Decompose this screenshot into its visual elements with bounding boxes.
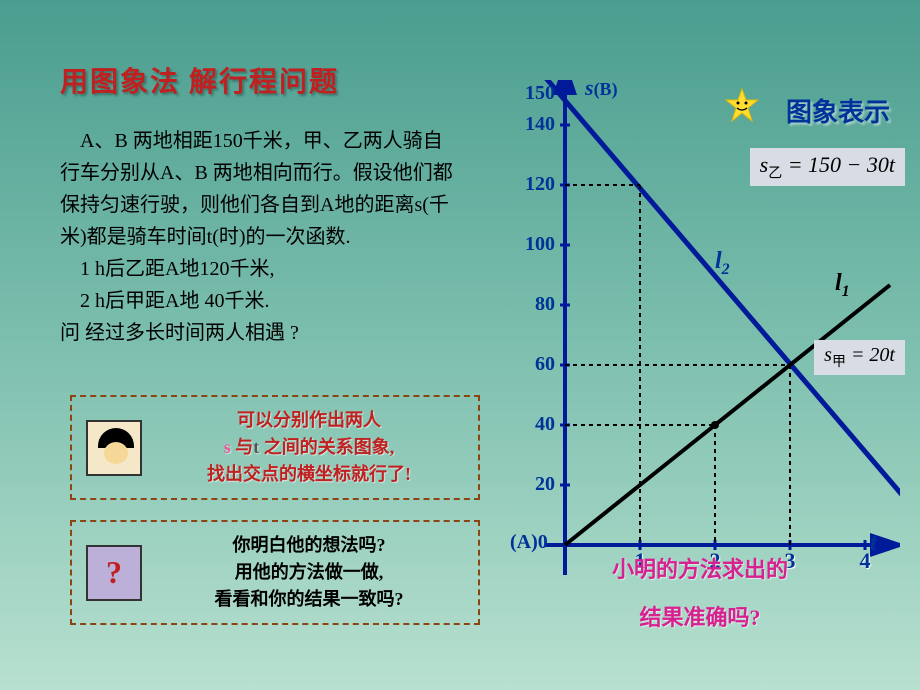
equation-jia: s甲 = 20t bbox=[814, 340, 905, 375]
ytick-20: 20 bbox=[515, 473, 555, 496]
y-b: (B) bbox=[594, 79, 618, 99]
y-axis-label: s(B) bbox=[585, 75, 618, 101]
bottom-question: 小明的方法求出的 结果准确吗? bbox=[500, 546, 900, 643]
question-mark-icon: ? bbox=[86, 545, 142, 601]
ytick-120: 120 bbox=[515, 173, 555, 196]
line-label-l2: l2 bbox=[715, 248, 730, 279]
chart: 图象表示 s乙 = 150 − 30t s甲 = 20t l2 l1 s(B) … bbox=[490, 80, 900, 610]
eq1-rest: = 150 − 30t bbox=[782, 152, 895, 177]
ytick-40: 40 bbox=[515, 413, 555, 436]
eq1-sub: 乙 bbox=[768, 166, 782, 181]
bq-line1: 小明的方法求出的 bbox=[612, 557, 788, 582]
equation-yi: s乙 = 150 − 30t bbox=[750, 148, 905, 186]
problem-p3: 2 h后甲距A地 40千米. bbox=[60, 285, 460, 317]
problem-text: A、B 两地相距150千米，甲、乙两人骑自行车分别从A、B 两地相向而行。假设他… bbox=[60, 125, 460, 349]
page-title: 用图象法 解行程问题 bbox=[60, 60, 339, 100]
qmark-glyph: ? bbox=[106, 554, 122, 591]
hint1-rel: 之间的关系图象, bbox=[264, 437, 395, 457]
eq2-sub: 甲 bbox=[832, 355, 846, 370]
ytick-80: 80 bbox=[515, 293, 555, 316]
l1-sub: 1 bbox=[842, 283, 850, 300]
hint2-text: 你明白他的想法吗? 用他的方法做一做, 看看和你的结果一致吗? bbox=[154, 532, 464, 613]
chart-title: 图象表示 bbox=[786, 92, 890, 129]
hint1-t: t bbox=[253, 437, 264, 457]
hint1-s: s bbox=[224, 437, 236, 457]
l2-sub: 2 bbox=[722, 261, 730, 278]
problem-p4: 问 经过多长时间两人相遇 ? bbox=[60, 317, 460, 349]
hint1-line1: 可以分别作出两人 bbox=[237, 410, 381, 430]
hint1-line3: 找出交点的横坐标就行了! bbox=[207, 464, 411, 484]
problem-p1: A、B 两地相距150千米，甲、乙两人骑自行车分别从A、B 两地相向而行。假设他… bbox=[60, 125, 460, 253]
hint2-line2: 用他的方法做一做, bbox=[235, 562, 384, 582]
ytick-100: 100 bbox=[515, 233, 555, 256]
avatar-boy-icon bbox=[86, 420, 142, 476]
ytick-150: 150 bbox=[515, 82, 555, 105]
hint-box-1: 可以分别作出两人 s 与t 之间的关系图象, 找出交点的横坐标就行了! bbox=[70, 395, 480, 500]
y-s: s bbox=[585, 75, 594, 100]
l1-l: l bbox=[835, 270, 842, 296]
hint2-line3: 看看和你的结果一致吗? bbox=[215, 589, 404, 609]
line-label-l1: l1 bbox=[835, 270, 850, 301]
hint-box-2: ? 你明白他的想法吗? 用他的方法做一做, 看看和你的结果一致吗? bbox=[70, 520, 480, 625]
bq-line2: 结果准确吗? bbox=[639, 605, 760, 630]
ytick-60: 60 bbox=[515, 353, 555, 376]
l2-l: l bbox=[715, 248, 722, 274]
hint1-text: 可以分别作出两人 s 与t 之间的关系图象, 找出交点的横坐标就行了! bbox=[154, 407, 464, 488]
problem-p2: 1 h后乙距A地120千米, bbox=[60, 253, 460, 285]
hint2-line1: 你明白他的想法吗? bbox=[233, 535, 386, 555]
ytick-140: 140 bbox=[515, 113, 555, 136]
eq2-s: s bbox=[824, 344, 832, 366]
star-icon bbox=[724, 88, 760, 124]
hint1-with: 与 bbox=[235, 437, 253, 457]
eq2-rest: = 20t bbox=[846, 344, 895, 366]
eq1-s: s bbox=[760, 152, 769, 177]
